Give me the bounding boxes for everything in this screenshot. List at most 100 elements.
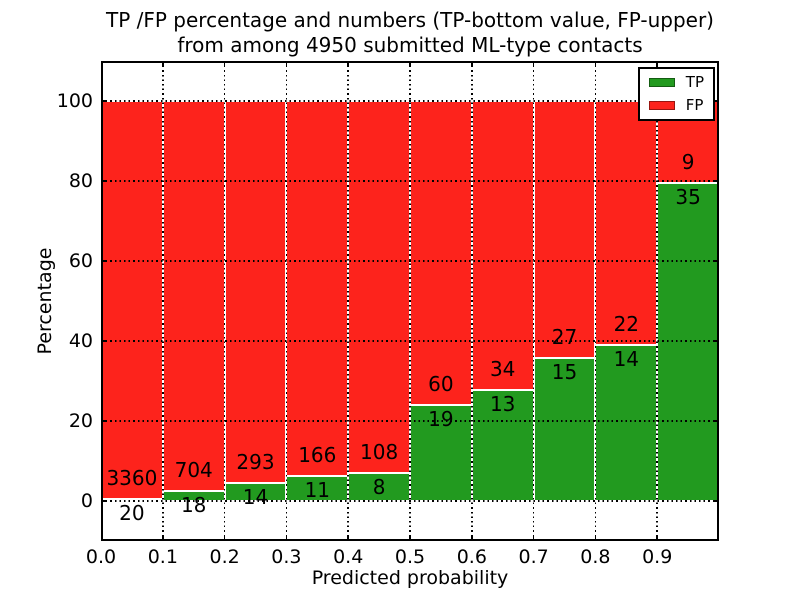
x-tick-mark-top [162,61,164,67]
horizontal-gridline [101,420,719,422]
tp-count-label: 11 [304,478,331,503]
y-tick-mark-right [713,100,719,102]
x-tick-mark-top [285,61,288,67]
bar-tp-segment [286,476,349,501]
bar-tp-segment [348,473,410,501]
bar-tp-segment [533,358,596,501]
x-tick-mark-bottom [532,535,535,541]
x-tick-mark-bottom [471,535,473,541]
legend: TP FP [637,67,715,121]
fp-count-label: 3360 [106,465,158,490]
vertical-gridline [223,61,226,541]
y-tick-mark-right [713,500,719,502]
horizontal-gridline [101,260,719,262]
fp-count-label: 704 [174,458,213,483]
legend-swatch-fp [648,101,675,110]
y-tick-label: 0 [80,490,93,512]
y-tick-mark-left [101,420,107,422]
x-tick-label: 0.7 [518,546,549,568]
y-tick-label: 100 [56,90,93,112]
vertical-gridline [347,61,349,541]
legend-swatch-tp [648,78,675,87]
bar-fp-segment [162,101,225,492]
y-tick-label: 80 [68,170,93,192]
tp-count-label: 14 [242,484,269,509]
y-tick-mark-right [713,340,719,342]
x-tick-mark-bottom [594,535,597,541]
x-axis-label: Predicted probability [311,567,509,589]
x-tick-mark-top [409,61,411,67]
x-tick-label: 0.4 [333,546,364,568]
vertical-gridline [285,61,288,541]
bar-fp-segment [101,101,163,499]
y-tick-mark-left [101,180,107,182]
x-tick-label: 0.9 [642,546,673,568]
bar-tp-segment [471,390,534,501]
y-tick-mark-left [101,100,107,102]
x-tick-mark-top [223,61,226,67]
y-axis-label: Percentage [34,247,56,355]
x-tick-label: 0.0 [85,546,117,568]
x-tick-mark-bottom [656,535,658,541]
y-tick-mark-right [713,420,719,422]
vertical-gridline [594,61,597,541]
legend-label: TP [685,73,704,91]
legend-row: FP [648,96,704,114]
chart-title-line2: from among 4950 submitted ML-type contac… [177,33,643,57]
tp-count-label: 14 [613,347,640,372]
x-tick-mark-top [347,61,349,67]
y-tick-label: 40 [68,330,93,352]
vertical-gridline [409,61,411,541]
tp-count-label: 8 [372,475,386,500]
y-tick-mark-left [101,340,107,342]
fp-count-label: 22 [613,312,640,337]
fp-count-label: 27 [551,325,578,350]
horizontal-gridline [101,500,719,502]
bar-fp-segment [410,101,472,405]
bar-tp-segment [657,182,719,501]
x-tick-mark-bottom [409,535,411,541]
fp-count-label: 293 [236,449,275,474]
vertical-gridline [162,61,164,541]
x-tick-label: 0.5 [394,546,426,568]
fp-count-label: 108 [360,440,399,465]
x-tick-mark-top [471,61,473,67]
x-tick-mark-top [532,61,535,67]
y-tick-label: 20 [68,410,93,432]
tp-count-label: 35 [675,184,701,209]
fp-count-label: 166 [298,443,337,468]
x-tick-mark-bottom [223,535,226,541]
vertical-gridline [656,61,658,541]
legend-label: FP [685,96,704,114]
x-tick-label: 0.8 [580,546,611,568]
y-tick-mark-left [101,260,107,262]
x-tick-label: 0.1 [147,546,178,568]
x-tick-label: 0.3 [271,546,302,568]
x-tick-mark-bottom [162,535,164,541]
x-tick-mark-bottom [347,535,349,541]
tp-count-label: 13 [489,392,516,417]
tp-count-label: 15 [551,360,578,385]
bar-fp-segment [471,101,534,391]
chart-title-line1: TP /FP percentage and numbers (TP-bottom… [106,8,714,32]
y-tick-label: 60 [68,250,93,272]
bar-fp-segment [533,101,596,359]
bar-fp-segment [224,101,287,483]
tp-count-label: 20 [119,500,145,525]
tp-count-label: 19 [428,406,454,431]
y-tick-mark-left [101,500,107,502]
x-tick-label: 0.6 [456,546,487,568]
horizontal-gridline [101,340,719,342]
x-tick-label: 0.2 [209,546,240,568]
y-tick-mark-right [713,180,719,182]
horizontal-gridline [101,180,719,182]
y-tick-mark-right [713,260,719,262]
bar-fp-segment [348,101,410,474]
legend-row: TP [648,73,704,91]
vertical-gridline [471,61,473,541]
fp-count-label: 9 [681,149,695,174]
fp-count-label: 60 [428,371,454,396]
x-tick-mark-top [656,61,658,67]
bar-fp-segment [595,101,658,346]
plot-area: 3360 20 704 18 293 14 166 11 108 8 60 19 34 13 27 15 22 1… [101,61,719,541]
